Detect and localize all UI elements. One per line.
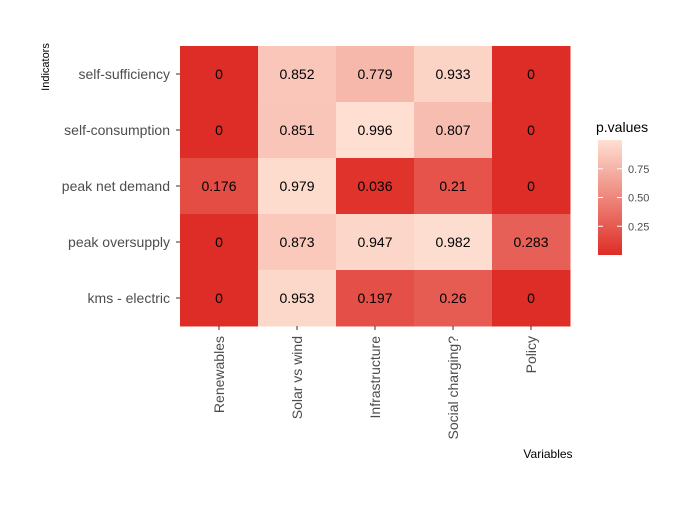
- cell-value-label: 0: [527, 122, 535, 138]
- cell-value-label: 0: [215, 290, 223, 306]
- heatmap-cell: [336, 270, 415, 327]
- x-axis: Renewables Solar vs wind Infrastructure Soc…: [211, 326, 539, 440]
- x-axis-title: Variables: [523, 447, 572, 461]
- y-axis: self-sufficiency self-consumption peak net…: [62, 66, 180, 306]
- cell-value-labels: 0 0.852 0.779 0.933 0 0 0.851 0.996 0.807 0 0.176 0…: [201, 66, 548, 306]
- cell-value-label: 0.197: [357, 290, 392, 306]
- y-axis-tick-label: self-consumption: [64, 122, 170, 138]
- cell-value-label: 0: [215, 234, 223, 250]
- cell-value-label: 0.852: [279, 66, 314, 82]
- heatmap-cell: [258, 46, 337, 103]
- cell-value-label: 0.979: [279, 178, 314, 194]
- heatmap-cell: [414, 270, 493, 327]
- y-axis-title: Indicators: [40, 43, 52, 91]
- x-axis-tick-label: Policy: [523, 336, 539, 373]
- heatmap-cell: [180, 214, 259, 271]
- cell-value-label: 0.953: [279, 290, 314, 306]
- heatmap-cell: [336, 158, 415, 215]
- cell-value-label: 0: [527, 290, 535, 306]
- cell-value-label: 0: [527, 178, 535, 194]
- legend-ticks: 0.25 0.50 0.75: [598, 164, 649, 233]
- cell-value-label: 0.21: [439, 178, 466, 194]
- legend-tick-label: 0.50: [628, 193, 649, 205]
- heatmap-cell: [336, 214, 415, 271]
- heatmap-cell: [414, 214, 493, 271]
- cell-value-label: 0: [215, 66, 223, 82]
- cell-value-label: 0.283: [513, 234, 548, 250]
- legend: p.values 0.25 0.50 0.75: [596, 119, 649, 255]
- cell-value-label: 0.176: [201, 178, 236, 194]
- x-axis-tick-label: Renewables: [211, 336, 227, 413]
- heatmap-cell: [258, 102, 337, 159]
- cell-value-label: 0.933: [435, 66, 470, 82]
- cell-value-label: 0.779: [357, 66, 392, 82]
- cell-value-label: 0.036: [357, 178, 392, 194]
- cell-value-label: 0.996: [357, 122, 392, 138]
- heatmap-cell: [180, 158, 259, 215]
- y-axis-tick-label: peak oversupply: [68, 234, 170, 250]
- heatmap-cell: [180, 102, 259, 159]
- heatmap-cell: [336, 102, 415, 159]
- heatmap-cell: [492, 158, 571, 215]
- heatmap-cell: [414, 46, 493, 103]
- y-axis-tick-label: kms - electric: [88, 290, 170, 306]
- legend-tick-label: 0.25: [628, 221, 649, 233]
- y-axis-tick-label: peak net demand: [62, 178, 170, 194]
- x-axis-tick-label: Infrastructure: [367, 336, 383, 419]
- cell-value-label: 0.947: [357, 234, 392, 250]
- cell-value-label: 0.873: [279, 234, 314, 250]
- heatmap-cell: [492, 214, 571, 271]
- y-axis-tick-label: self-sufficiency: [78, 66, 170, 82]
- heatmap-cell: [258, 214, 337, 271]
- heatmap-cell: [258, 270, 337, 327]
- x-axis-tick-label: Solar vs wind: [289, 336, 305, 419]
- cell-value-label: 0.851: [279, 122, 314, 138]
- heatmap-cell: [492, 46, 571, 103]
- legend-tick-label: 0.75: [628, 164, 649, 176]
- heatmap-cell: [336, 46, 415, 103]
- cell-value-label: 0.807: [435, 122, 470, 138]
- heatmap-cell: [414, 158, 493, 215]
- cell-value-label: 0.982: [435, 234, 470, 250]
- heatmap-cell: [180, 46, 259, 103]
- heatmap-cell: [492, 102, 571, 159]
- heatmap-cell: [258, 158, 337, 215]
- x-axis-tick-label: Social charging?: [445, 336, 461, 440]
- heatmap-cell: [492, 270, 571, 327]
- cell-value-label: 0: [215, 122, 223, 138]
- heatmap-cells: [180, 46, 571, 327]
- cell-value-label: 0.26: [439, 290, 466, 306]
- legend-title: p.values: [596, 119, 648, 135]
- heatmap-cell: [414, 102, 493, 159]
- heatmap-cell: [180, 270, 259, 327]
- cell-value-label: 0: [527, 66, 535, 82]
